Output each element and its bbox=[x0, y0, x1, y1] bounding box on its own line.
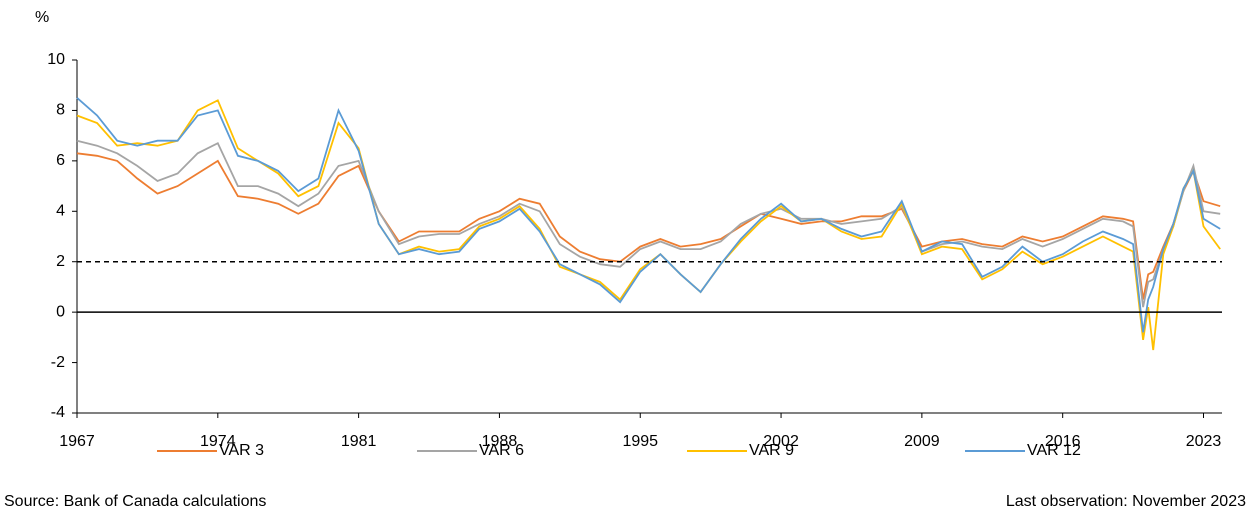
legend-label: VAR 6 bbox=[479, 442, 524, 459]
x-tick-label: 1988 bbox=[482, 433, 518, 450]
y-tick-label: 2 bbox=[56, 253, 65, 270]
source-note: Source: Bank of Canada calculations bbox=[4, 493, 266, 510]
y-tick-label: 0 bbox=[56, 303, 65, 320]
legend-label: VAR 12 bbox=[1027, 442, 1081, 459]
y-tick-label: -4 bbox=[51, 404, 65, 421]
y-tick-label: 4 bbox=[56, 203, 65, 220]
x-tick-label: 1995 bbox=[622, 433, 658, 450]
y-tick-label: 8 bbox=[56, 102, 65, 119]
x-tick-label: 2009 bbox=[904, 433, 940, 450]
y-tick-label: -2 bbox=[51, 354, 65, 371]
series-line bbox=[76, 97, 1221, 333]
x-tick-label: 2016 bbox=[1045, 433, 1081, 450]
series-line bbox=[76, 152, 1221, 300]
y-tick-label: 10 bbox=[47, 51, 65, 68]
observation-note: Last observation: November 2023 bbox=[1006, 493, 1246, 510]
x-tick-label: 2002 bbox=[763, 433, 799, 450]
x-tick-label: 2023 bbox=[1186, 433, 1222, 450]
x-tick-label: 1974 bbox=[200, 433, 236, 450]
y-axis-label: % bbox=[35, 9, 49, 26]
y-tick-label: 6 bbox=[56, 152, 65, 169]
x-tick-label: 1981 bbox=[341, 433, 377, 450]
series-line bbox=[76, 139, 1221, 308]
legend-label: VAR 3 bbox=[219, 442, 264, 459]
x-tick-label: 1967 bbox=[59, 433, 95, 450]
legend-label: VAR 9 bbox=[749, 442, 794, 459]
